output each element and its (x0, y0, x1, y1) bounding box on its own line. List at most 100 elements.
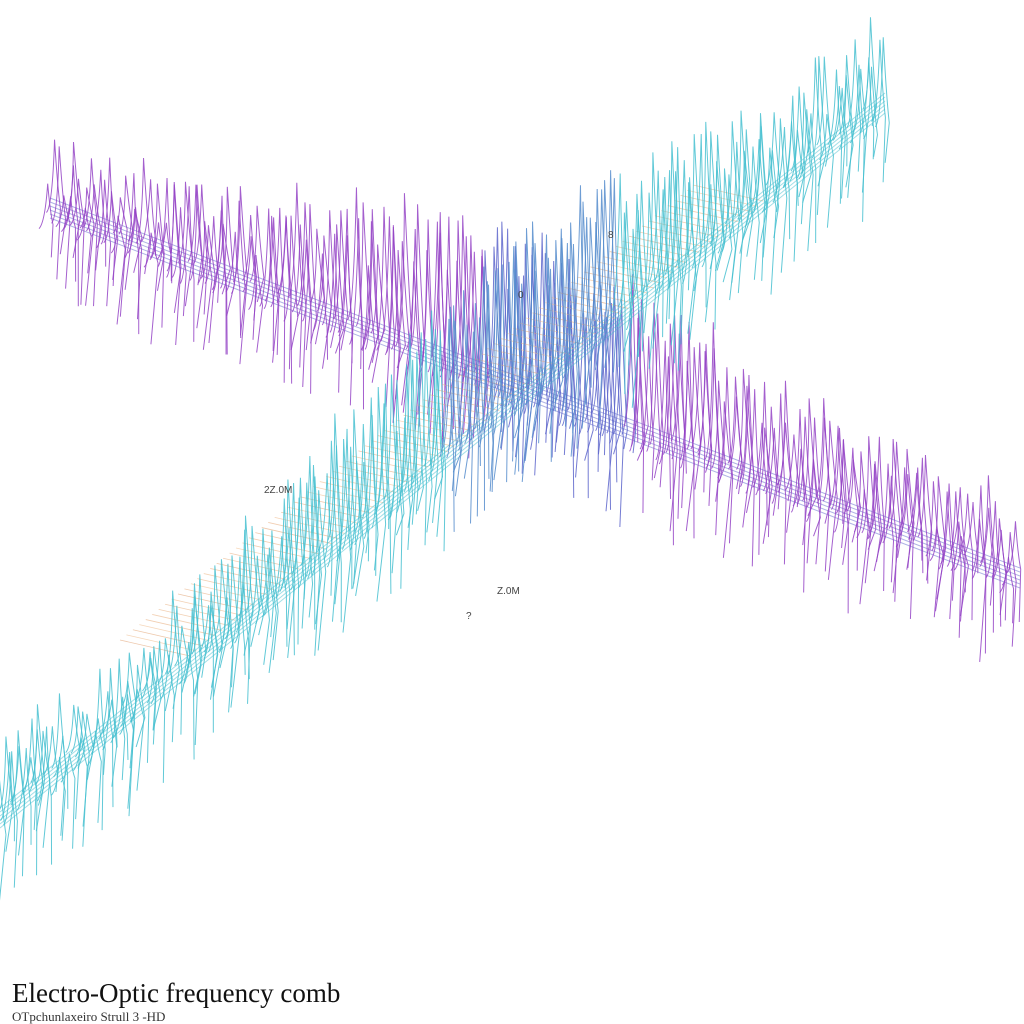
comb-line (347, 187, 362, 370)
annotation: 0 (518, 290, 524, 301)
comb-line (389, 379, 405, 536)
comb-line (874, 37, 890, 163)
comb-line (830, 85, 846, 199)
comb-line (899, 474, 914, 619)
comb-line (885, 438, 901, 594)
comb-line (557, 243, 574, 434)
comb-line (796, 92, 812, 203)
comb-line (36, 726, 53, 865)
comb-lines (0, 17, 1022, 901)
comb-line (917, 455, 933, 581)
comb-line (752, 422, 768, 526)
comb-line (853, 451, 869, 605)
comb-line (655, 176, 671, 320)
comb-line (317, 473, 333, 596)
comb-line (263, 530, 279, 661)
comb-line (375, 206, 391, 408)
comb-line (774, 127, 791, 240)
comb-line (546, 283, 562, 443)
comb-line (198, 605, 214, 733)
comb-line (738, 129, 754, 257)
comb-line (604, 178, 620, 368)
comb-line (551, 228, 567, 427)
comb-line (290, 497, 306, 629)
comb-line (464, 331, 480, 517)
comb-line (686, 347, 702, 490)
comb-line (139, 624, 210, 642)
comb-line (65, 704, 81, 820)
comb-line (447, 320, 463, 497)
comb-line (835, 439, 851, 565)
comb-line (248, 254, 264, 353)
comb-line (727, 396, 743, 495)
comb-line (167, 605, 183, 735)
comb-line (457, 324, 473, 524)
comb-line (225, 231, 242, 338)
comb-line (284, 483, 300, 645)
comb-line (384, 225, 400, 399)
comb-line (504, 246, 520, 472)
comb-line (371, 386, 387, 602)
comb-line (380, 216, 396, 423)
comb-line (641, 192, 657, 369)
comb-line (527, 243, 543, 431)
comb-line (302, 204, 318, 344)
comb-line (112, 696, 129, 760)
comb-line (141, 651, 157, 730)
comb-line (363, 415, 379, 571)
comb-line (728, 141, 744, 294)
comb-line (879, 463, 895, 583)
comb-line (242, 542, 313, 560)
comb-line (979, 507, 995, 633)
comb-line (126, 634, 197, 652)
comb-line (394, 241, 410, 406)
comb-line (888, 441, 904, 558)
comb-line (53, 735, 69, 809)
comb-line (536, 234, 552, 462)
caption: OTpchunlaxeiro Strull 3 -HD (12, 1009, 165, 1024)
comb-line (291, 224, 307, 388)
comb-line (349, 460, 365, 597)
comb-line (275, 498, 291, 630)
comb-line (739, 385, 755, 514)
comb-line (412, 332, 427, 546)
comb-line (255, 528, 270, 665)
comb-line (150, 640, 166, 783)
comb-line (852, 68, 868, 193)
comb-line (60, 753, 76, 849)
comb-line (259, 554, 274, 638)
annotation: 8 (608, 230, 614, 241)
comb-line (822, 420, 838, 580)
comb-line (846, 39, 862, 172)
comb-line (958, 493, 974, 621)
comb-line (146, 646, 162, 731)
comb-line (69, 178, 85, 305)
comb-line (762, 406, 778, 516)
comb-line (554, 238, 569, 411)
comb-line (666, 171, 682, 371)
comb-line (755, 381, 771, 538)
comb-line (219, 186, 235, 316)
comb-line (610, 173, 626, 395)
comb-line (940, 483, 956, 601)
comb-line (207, 565, 223, 697)
comb-line (801, 113, 817, 244)
comb-line (296, 202, 312, 351)
comb-line (45, 139, 61, 280)
comb-line (681, 182, 697, 334)
comb-line (895, 467, 911, 568)
comb-line (655, 340, 672, 499)
comb-line (925, 481, 941, 618)
comb-line (313, 486, 384, 504)
comb-line (687, 189, 758, 207)
comb-line (617, 212, 632, 352)
comb-line (478, 281, 494, 492)
comb-line (121, 652, 137, 769)
comb-line (197, 221, 213, 350)
comb-line (849, 64, 865, 222)
comb-line (157, 177, 173, 284)
comb-line (790, 86, 806, 225)
comb-line (127, 208, 143, 273)
comb-line (0, 104, 886, 821)
comb-line (912, 457, 929, 584)
